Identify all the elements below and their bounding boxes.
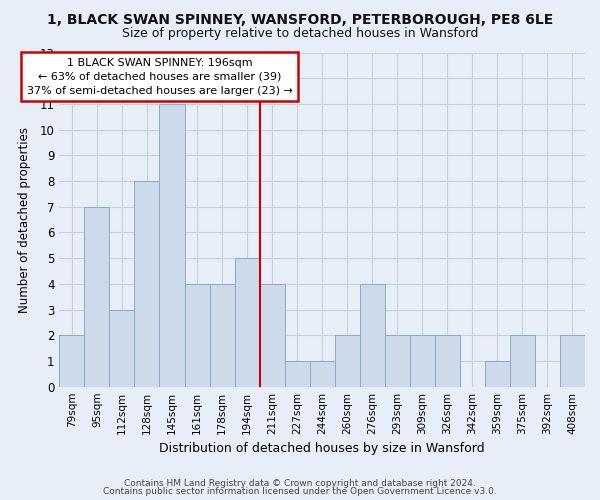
Bar <box>310 361 335 386</box>
Bar <box>160 104 185 387</box>
Bar <box>360 284 385 386</box>
Bar <box>335 336 360 386</box>
Bar <box>109 310 134 386</box>
Y-axis label: Number of detached properties: Number of detached properties <box>18 126 31 312</box>
Bar <box>284 361 310 386</box>
Bar <box>185 284 209 386</box>
Bar <box>235 258 260 386</box>
Bar <box>85 206 109 386</box>
Text: 1 BLACK SWAN SPINNEY: 196sqm
← 63% of detached houses are smaller (39)
37% of se: 1 BLACK SWAN SPINNEY: 196sqm ← 63% of de… <box>26 58 292 96</box>
X-axis label: Distribution of detached houses by size in Wansford: Distribution of detached houses by size … <box>160 442 485 455</box>
Bar <box>385 336 410 386</box>
Bar <box>209 284 235 386</box>
Bar <box>560 336 585 386</box>
Bar <box>410 336 435 386</box>
Text: Contains HM Land Registry data © Crown copyright and database right 2024.: Contains HM Land Registry data © Crown c… <box>124 478 476 488</box>
Bar <box>260 284 284 386</box>
Bar <box>134 181 160 386</box>
Text: Contains public sector information licensed under the Open Government Licence v3: Contains public sector information licen… <box>103 487 497 496</box>
Bar <box>59 336 85 386</box>
Text: 1, BLACK SWAN SPINNEY, WANSFORD, PETERBOROUGH, PE8 6LE: 1, BLACK SWAN SPINNEY, WANSFORD, PETERBO… <box>47 12 553 26</box>
Text: Size of property relative to detached houses in Wansford: Size of property relative to detached ho… <box>122 28 478 40</box>
Bar <box>485 361 510 386</box>
Bar <box>510 336 535 386</box>
Bar <box>435 336 460 386</box>
